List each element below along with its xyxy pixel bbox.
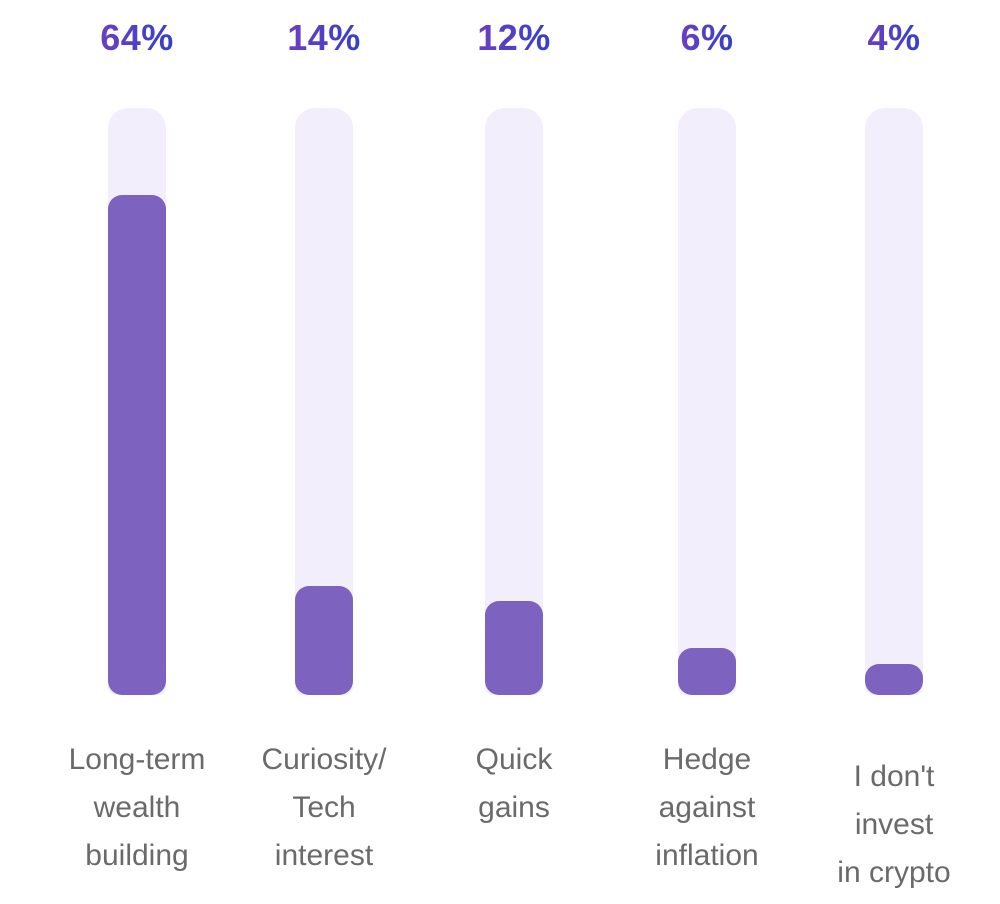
- bar-fill: [108, 195, 166, 695]
- bar-column: 12% Quick gains: [419, 0, 609, 904]
- bar-fill: [865, 664, 923, 695]
- bar-category-label: Long-term wealth building: [68, 743, 206, 872]
- bar-value-row: 12%: [419, 18, 609, 58]
- bar-category-label: Hedge against inflation: [655, 743, 759, 872]
- bar-value-label: 64%: [100, 17, 174, 58]
- bar-column: 64% Long-term wealth building: [42, 0, 232, 904]
- bar-column: 14% Curiosity/ Tech interest: [229, 0, 419, 904]
- bar-track: [295, 108, 353, 695]
- bar-category-label: Curiosity/ Tech interest: [261, 743, 387, 872]
- bar-value-row: 64%: [42, 18, 232, 58]
- bar-category-label: Quick gains: [475, 743, 553, 824]
- bar-value-row: 6%: [612, 18, 802, 58]
- bar-value-row: 4%: [799, 18, 989, 58]
- bar-track: [485, 108, 543, 695]
- bar-value-label: 4%: [867, 17, 921, 58]
- bar-track: [678, 108, 736, 695]
- bar-fill: [678, 648, 736, 695]
- bar-category-label: I don't invest in crypto: [837, 760, 951, 889]
- bar-column: 6% Hedge against inflation: [612, 0, 802, 904]
- bar-value-row: 14%: [229, 18, 419, 58]
- bar-column: 4% I don't invest in crypto: [799, 0, 989, 904]
- bar-track: [865, 108, 923, 695]
- bar-value-label: 14%: [287, 17, 361, 58]
- bar-value-label: 6%: [680, 17, 734, 58]
- bar-fill: [295, 586, 353, 695]
- bar-fill: [485, 601, 543, 695]
- bar-track: [108, 108, 166, 695]
- bar-value-label: 12%: [477, 17, 551, 58]
